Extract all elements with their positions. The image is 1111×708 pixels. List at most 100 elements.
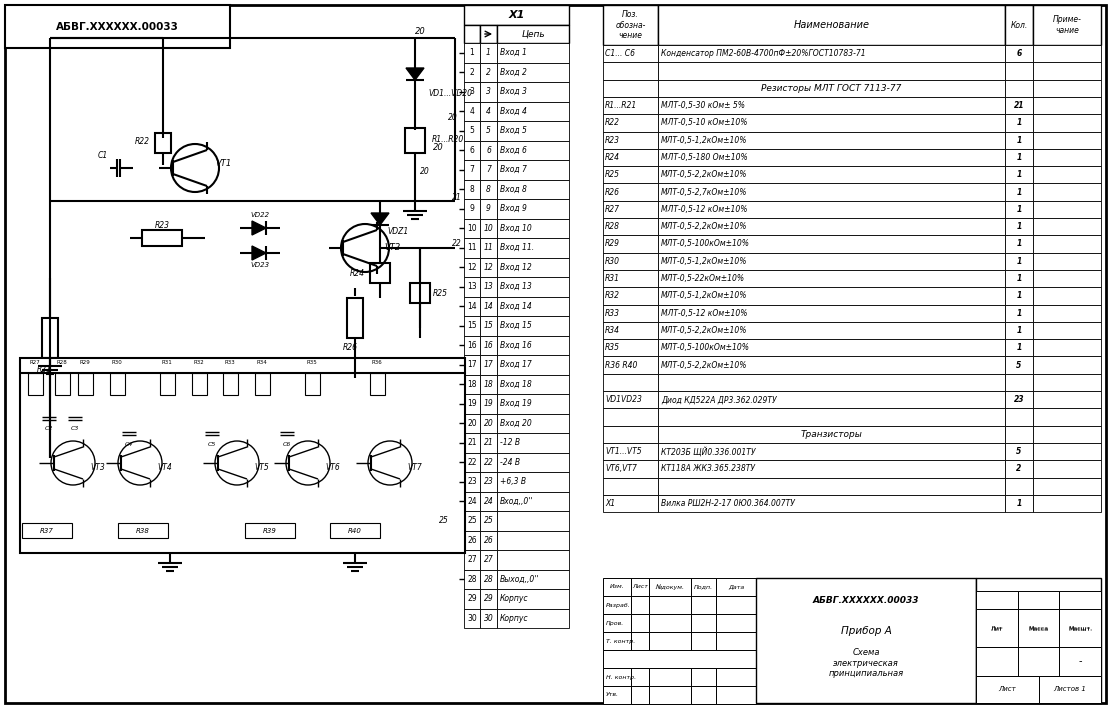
Text: Конденсатор ПМ2-60В-4700пФ±20%ГОСТ10783-71: Конденсатор ПМ2-60В-4700пФ±20%ГОСТ10783-… [661,49,865,58]
Text: R25: R25 [433,288,448,297]
Text: 25: 25 [439,516,449,525]
Text: 10: 10 [468,224,477,233]
Text: 7: 7 [470,165,474,174]
Bar [658,218,1005,235]
Text: 28: 28 [483,575,493,584]
Bar [1005,218,1033,235]
Bar [480,375,497,394]
Bar [497,452,569,472]
Bar [1005,200,1033,218]
Bar [1033,304,1101,322]
Text: 4: 4 [470,107,474,115]
Bar [975,612,1018,646]
Bar [603,79,658,97]
Bar [464,472,480,491]
Text: Утв.: Утв. [605,692,619,697]
Bar [1005,132,1033,149]
Bar [464,62,480,82]
Bar [497,219,569,238]
Bar [464,277,480,297]
Text: R22: R22 [605,118,620,127]
Text: 2: 2 [470,68,474,76]
Bar [464,140,480,160]
Bar [497,472,569,491]
Bar [497,569,569,589]
Text: 3: 3 [470,87,474,96]
Text: 25: 25 [468,516,477,525]
Bar [1018,590,1059,625]
Bar [603,287,658,304]
Text: Н. контр.: Н. контр. [605,675,637,680]
Bar [480,413,497,433]
Bar [1033,183,1101,200]
Text: Вход 6: Вход 6 [500,146,527,155]
Text: Прибор А: Прибор А [841,625,891,636]
Bar [603,495,658,512]
Bar [480,336,497,355]
Bar [1033,409,1101,426]
Text: +6,3 В: +6,3 В [500,477,527,486]
Bar [603,253,658,270]
Text: 1: 1 [470,48,474,57]
Text: Резисторы МЛТ ГОСТ 7113-77: Резисторы МЛТ ГОСТ 7113-77 [761,84,902,93]
Text: 28: 28 [468,575,477,584]
Text: Диод КД522А ДР3.362.029ТУ: Диод КД522А ДР3.362.029ТУ [661,395,777,404]
Text: 6: 6 [1017,49,1022,58]
Bar [480,160,497,180]
Text: 30: 30 [467,614,477,623]
Text: R36: R36 [371,360,382,365]
Text: Вход 12: Вход 12 [500,263,532,272]
Bar [603,614,631,632]
Bar [631,596,649,614]
Bar [658,235,1005,253]
Bar [1005,114,1033,132]
Text: 1: 1 [1017,326,1022,335]
Bar [1005,287,1033,304]
Bar [658,304,1005,322]
Text: 21: 21 [468,438,477,447]
Bar [256,373,270,395]
Bar [110,373,126,395]
Text: 27: 27 [483,555,493,564]
Bar [715,632,755,650]
Text: Вход,,0'': Вход,,0'' [500,497,533,506]
Bar [658,460,1005,477]
Bar [160,373,176,395]
Text: Вход 5: Вход 5 [500,126,527,135]
Text: Лист: Лист [632,585,648,590]
Text: R34: R34 [605,326,620,335]
Bar [464,375,480,394]
Bar [658,183,1005,200]
Text: VT6,VT7: VT6,VT7 [605,464,637,474]
Bar [464,101,480,121]
Text: 13: 13 [468,282,477,291]
Text: Вход 11.: Вход 11. [500,244,534,252]
Text: Масшт.: Масшт. [1068,627,1092,632]
Bar [192,373,207,395]
Bar [603,596,631,614]
Bar [464,82,480,101]
Bar [1005,409,1033,426]
Bar [691,596,715,614]
Text: 20: 20 [468,418,477,428]
Text: МЛТ-0,5-2,2кОм±10%: МЛТ-0,5-2,2кОм±10% [661,170,748,179]
Bar [649,614,691,632]
Bar [464,413,480,433]
Text: МЛТ-0,5-2,2кОм±10%: МЛТ-0,5-2,2кОм±10% [661,360,748,370]
Text: Вход 3: Вход 3 [500,87,527,96]
Text: R35: R35 [605,343,620,353]
Text: C2: C2 [44,426,53,431]
Bar [480,589,497,608]
Text: R1...R20: R1...R20 [432,135,464,144]
Text: R34: R34 [257,360,268,365]
Text: R28: R28 [605,222,620,231]
Text: МЛТ-0,5-12 кОм±10%: МЛТ-0,5-12 кОм±10% [661,309,748,318]
Text: R26: R26 [605,188,620,197]
Bar [1005,322,1033,339]
Text: Масшт.: Масшт. [1068,625,1092,631]
Bar [1059,610,1101,646]
Bar [497,160,569,180]
Bar [603,339,658,356]
Text: Поз.
обозна-
чение: Поз. обозна- чение [615,10,645,40]
Bar [1033,114,1101,132]
